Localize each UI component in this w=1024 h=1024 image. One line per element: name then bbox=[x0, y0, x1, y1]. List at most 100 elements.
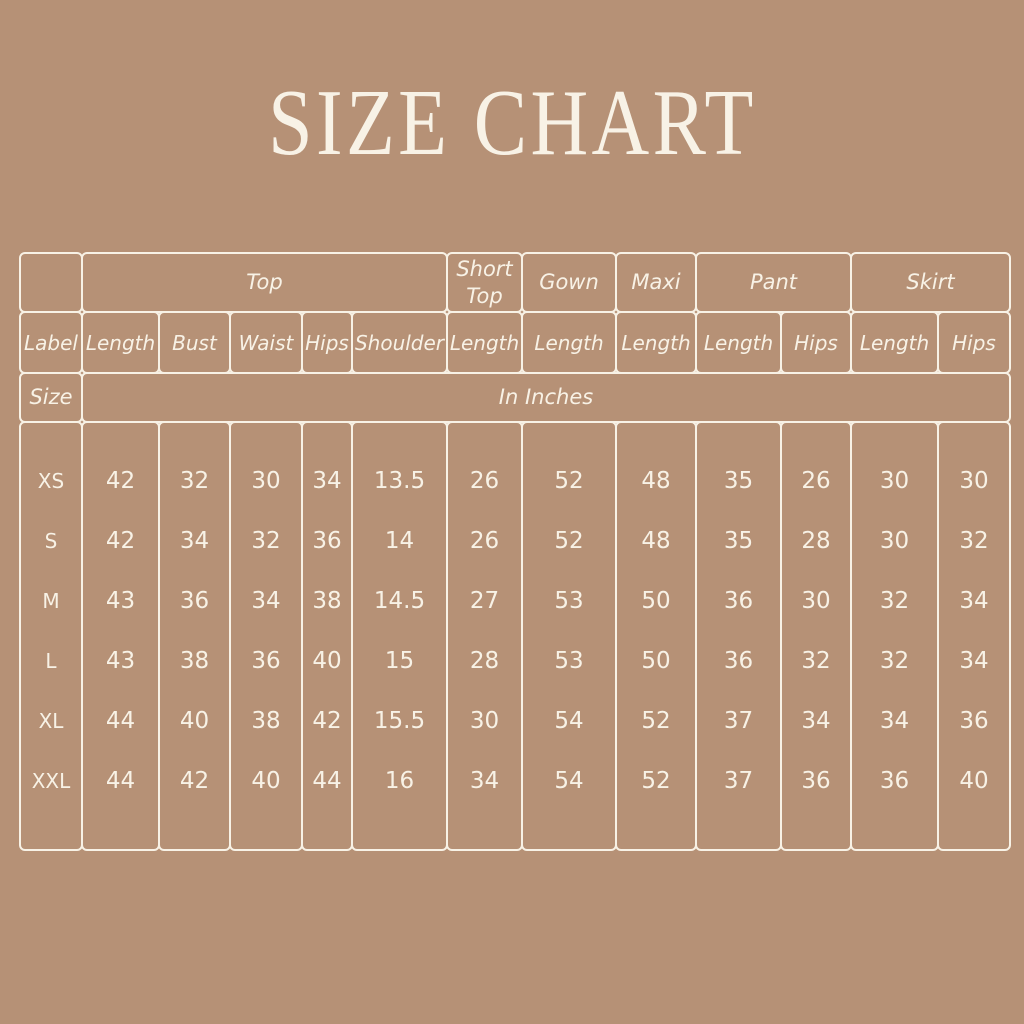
body-column: 48 48 50 50 52 52 bbox=[615, 421, 697, 851]
value-cell: 36 bbox=[723, 648, 754, 674]
size-row-label: XS bbox=[37, 469, 65, 493]
value-cell: 27 bbox=[469, 588, 500, 614]
value-cell: 30 bbox=[879, 528, 910, 554]
col-header-cell: Bust bbox=[158, 311, 231, 374]
col-header-cell: Length bbox=[615, 311, 697, 374]
value-cell: 53 bbox=[554, 648, 584, 674]
value-cell: 50 bbox=[641, 588, 671, 614]
value-cell: 36 bbox=[801, 768, 831, 794]
size-row-label: XL bbox=[38, 709, 64, 733]
value-cell: 32 bbox=[801, 648, 831, 674]
value-cell: 36 bbox=[251, 648, 281, 674]
value-cell: 32 bbox=[959, 528, 989, 554]
value-cell: 34 bbox=[801, 708, 831, 734]
value-cell: 36 bbox=[179, 588, 210, 614]
body-column: 52 52 53 53 54 54 bbox=[521, 421, 617, 851]
col-header-label: Label bbox=[19, 311, 83, 374]
size-row-label: XXL bbox=[31, 769, 71, 793]
col-header-cell: Length bbox=[850, 311, 939, 374]
value-cell: 34 bbox=[312, 468, 342, 494]
value-cell: 32 bbox=[179, 468, 210, 494]
page-title-text: SIZE CHART bbox=[267, 71, 757, 175]
col-header-cell: Length bbox=[446, 311, 523, 374]
value-cell: 14.5 bbox=[373, 588, 426, 614]
value-cell: 34 bbox=[251, 588, 281, 614]
value-cell: 36 bbox=[312, 528, 342, 554]
size-row-label: M bbox=[42, 589, 60, 613]
value-cell: 40 bbox=[312, 648, 342, 674]
value-cell: 34 bbox=[179, 528, 210, 554]
group-header-short-top: Short Top bbox=[446, 252, 523, 313]
col-header-cell: Hips bbox=[780, 311, 852, 374]
units-cell: In Inches bbox=[81, 372, 1011, 423]
col-header-cell: Waist bbox=[229, 311, 303, 374]
body-column: 26 28 30 32 34 36 bbox=[780, 421, 852, 851]
body-column: 13.5 14 14.5 15 15.5 16 bbox=[351, 421, 448, 851]
value-cell: 34 bbox=[959, 648, 989, 674]
value-cell: 36 bbox=[959, 708, 989, 734]
col-header-cell: Shoulder bbox=[351, 311, 448, 374]
value-cell: 54 bbox=[554, 768, 584, 794]
value-cell: 44 bbox=[105, 708, 136, 734]
body-column: 32 34 36 38 40 42 bbox=[158, 421, 231, 851]
value-cell: 38 bbox=[251, 708, 281, 734]
value-cell: 53 bbox=[554, 588, 584, 614]
size-row-label: S bbox=[44, 529, 58, 553]
value-cell: 37 bbox=[723, 708, 754, 734]
body-column: 30 30 32 32 34 36 bbox=[850, 421, 939, 851]
value-cell: 26 bbox=[801, 468, 831, 494]
value-cell: 52 bbox=[554, 528, 584, 554]
value-cell: 30 bbox=[251, 468, 281, 494]
body-column: 26 26 27 28 30 34 bbox=[446, 421, 523, 851]
value-cell: 15.5 bbox=[373, 708, 426, 734]
body-column: 35 35 36 36 37 37 bbox=[695, 421, 782, 851]
group-header-top: Top bbox=[81, 252, 448, 313]
body-column-sizes: XS S M L XL XXL bbox=[19, 421, 83, 851]
col-header-cell: Length bbox=[695, 311, 782, 374]
value-cell: 32 bbox=[251, 528, 281, 554]
value-cell: 44 bbox=[105, 768, 136, 794]
col-header-cell: Length bbox=[81, 311, 160, 374]
value-cell: 26 bbox=[469, 528, 500, 554]
value-cell: 52 bbox=[554, 468, 584, 494]
body-column: 34 36 38 40 42 44 bbox=[301, 421, 353, 851]
value-cell: 26 bbox=[469, 468, 500, 494]
col-header-cell: Hips bbox=[937, 311, 1011, 374]
value-cell: 42 bbox=[179, 768, 210, 794]
value-cell: 32 bbox=[879, 588, 910, 614]
value-cell: 40 bbox=[251, 768, 281, 794]
value-cell: 40 bbox=[959, 768, 989, 794]
value-cell: 37 bbox=[723, 768, 754, 794]
value-cell: 15 bbox=[384, 648, 415, 674]
value-cell: 48 bbox=[641, 528, 671, 554]
value-cell: 44 bbox=[312, 768, 342, 794]
value-cell: 43 bbox=[105, 648, 136, 674]
value-cell: 30 bbox=[469, 708, 500, 734]
page-title: SIZE CHART bbox=[0, 76, 1024, 170]
value-cell: 13.5 bbox=[373, 468, 426, 494]
group-header-pant: Pant bbox=[695, 252, 852, 313]
col-header-cell: Hips bbox=[301, 311, 353, 374]
value-cell: 48 bbox=[641, 468, 671, 494]
value-cell: 16 bbox=[384, 768, 415, 794]
body-column: 30 32 34 36 38 40 bbox=[229, 421, 303, 851]
value-cell: 34 bbox=[469, 768, 500, 794]
body-column: 30 32 34 34 36 40 bbox=[937, 421, 1011, 851]
value-cell: 40 bbox=[179, 708, 210, 734]
group-header-skirt: Skirt bbox=[850, 252, 1011, 313]
value-cell: 34 bbox=[879, 708, 910, 734]
value-cell: 50 bbox=[641, 648, 671, 674]
size-row-label: L bbox=[45, 649, 57, 673]
value-cell: 35 bbox=[723, 528, 754, 554]
value-cell: 42 bbox=[105, 528, 136, 554]
value-cell: 30 bbox=[959, 468, 989, 494]
value-cell: 38 bbox=[179, 648, 210, 674]
value-cell: 52 bbox=[641, 768, 671, 794]
value-cell: 52 bbox=[641, 708, 671, 734]
group-header-maxi: Maxi bbox=[615, 252, 697, 313]
value-cell: 36 bbox=[723, 588, 754, 614]
value-cell: 30 bbox=[879, 468, 910, 494]
value-cell: 36 bbox=[879, 768, 910, 794]
value-cell: 34 bbox=[959, 588, 989, 614]
value-cell: 35 bbox=[723, 468, 754, 494]
